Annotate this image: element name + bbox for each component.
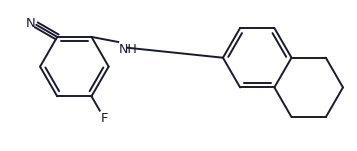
Text: F: F [101,112,109,125]
Text: N: N [25,17,35,30]
Text: NH: NH [119,43,137,56]
